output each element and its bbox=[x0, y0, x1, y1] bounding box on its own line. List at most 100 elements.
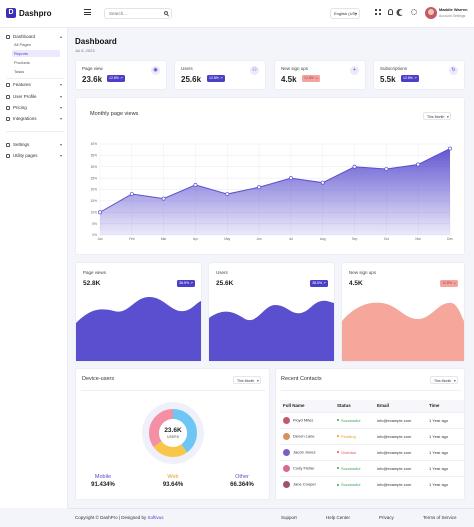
stat-value: 25.6k bbox=[181, 75, 202, 84]
table-row[interactable]: Cody Fisher Successful info@example.com 1 Y… bbox=[280, 459, 464, 476]
footer-brand-link[interactable]: Softivus bbox=[147, 515, 164, 520]
data-point[interactable] bbox=[193, 182, 198, 187]
gear-icon[interactable] bbox=[411, 9, 417, 15]
contact-name: Floyd Miles bbox=[293, 417, 314, 423]
table-row[interactable]: Jacob Jones Overdue info@example.com 1 Year… bbox=[280, 443, 464, 460]
data-point[interactable] bbox=[98, 210, 102, 215]
contact-status-cell: Successful bbox=[334, 475, 374, 492]
sidebar-divider bbox=[6, 78, 64, 79]
data-point[interactable] bbox=[448, 146, 452, 151]
period-dropdown[interactable]: This Month bbox=[430, 376, 459, 385]
chevron-down-icon: ▾ bbox=[59, 153, 62, 158]
footer-link-support[interactable]: Support bbox=[281, 515, 297, 520]
eye-icon: ◉ bbox=[151, 66, 160, 75]
x-tick-label: May bbox=[224, 237, 230, 241]
donut-slice-other[interactable] bbox=[149, 409, 197, 457]
table-row[interactable]: Devon Lane Pending info@example.com 1 Year … bbox=[280, 427, 464, 444]
table-row[interactable]: Floyd Miles Successful info@example.com 1 Y… bbox=[280, 411, 464, 428]
table-header-row: Full Name Status Email Time bbox=[280, 400, 464, 412]
footer: Copyright © DashPro | Designed by Softiv… bbox=[68, 508, 474, 527]
contact-name: Cody Fisher bbox=[293, 465, 315, 471]
contact-name: Jane Cooper bbox=[293, 481, 316, 487]
sidebar-item-settings[interactable]: Settings ▾ bbox=[6, 140, 64, 149]
contact-email[interactable]: info@example.com bbox=[374, 475, 426, 492]
trend-badge: 38.5% ↗ bbox=[310, 280, 328, 287]
data-point[interactable] bbox=[352, 164, 357, 169]
sidebar-item-dashboard[interactable]: Dashboard ▴ bbox=[6, 32, 64, 41]
sidebar-item-label: User Profile bbox=[13, 94, 37, 99]
contact-status: Successful bbox=[341, 417, 361, 423]
apps-grid-icon[interactable] bbox=[375, 9, 381, 15]
footer-link-terms[interactable]: Terms of Service bbox=[423, 515, 457, 520]
device-users-card: Device-users This Month 23.6K USERS Mobi… bbox=[75, 368, 270, 500]
sidebar-sub-tasks[interactable]: Tasks bbox=[14, 69, 25, 74]
sidebar-item-label: Utility pages bbox=[13, 153, 38, 158]
x-tick-label: Dec bbox=[447, 237, 453, 241]
contact-avatar bbox=[283, 448, 290, 456]
y-tick-label: 0% bbox=[92, 233, 97, 237]
contact-name-cell: Jacob Jones bbox=[280, 443, 334, 460]
trend-badge: 12.8% ↘ bbox=[302, 75, 320, 82]
stat-label: Page view bbox=[82, 66, 103, 71]
contact-status-cell: Pending bbox=[334, 427, 374, 444]
data-point[interactable] bbox=[384, 167, 389, 171]
sidebar-item-integrations[interactable]: Integrations ▾ bbox=[6, 114, 64, 123]
status-dot-icon bbox=[337, 483, 339, 486]
sidebar-sub-products[interactable]: Products bbox=[14, 60, 30, 65]
search-input[interactable] bbox=[105, 9, 159, 18]
contact-status: Successful bbox=[341, 465, 361, 471]
logo-text: Dashpro bbox=[19, 8, 52, 18]
y-tick-label: 35% bbox=[91, 154, 98, 158]
home-icon bbox=[6, 34, 10, 39]
contact-name-cell: Cody Fisher bbox=[280, 459, 334, 476]
users-icon: ⚇ bbox=[250, 66, 259, 75]
contact-avatar bbox=[283, 432, 290, 440]
sidebar-item-user-profile[interactable]: User Profile ▾ bbox=[6, 92, 64, 101]
data-point[interactable] bbox=[257, 185, 262, 190]
contact-avatar bbox=[283, 464, 290, 472]
plus-icon: + bbox=[350, 66, 359, 75]
hamburger-menu-icon[interactable] bbox=[84, 9, 91, 15]
table-row[interactable]: Jane Cooper Successful info@example.com 1 Y… bbox=[280, 475, 464, 492]
contact-email[interactable]: info@example.com bbox=[374, 427, 426, 444]
stat-card-subscriptions: Subscriptions 5.5k 12.8% ↗ ↻ bbox=[373, 60, 465, 90]
sidebar-item-pricing[interactable]: Pricing ▾ bbox=[6, 103, 64, 112]
period-dropdown[interactable]: This Month bbox=[233, 376, 262, 385]
contact-name: Jacob Jones bbox=[293, 449, 316, 455]
device-donut-chart bbox=[142, 402, 204, 464]
moon-icon[interactable] bbox=[399, 10, 404, 15]
logo[interactable]: D Dashpro bbox=[6, 8, 51, 18]
sidebar-sub-all-pages[interactable]: All Pages bbox=[14, 42, 31, 47]
user-avatar[interactable] bbox=[425, 7, 437, 19]
bell-icon[interactable] bbox=[388, 9, 393, 15]
footer-link-help-center[interactable]: Help Center bbox=[326, 515, 351, 520]
contact-email[interactable]: info@example.com bbox=[374, 443, 426, 460]
donut-center-label: USERS bbox=[166, 435, 180, 439]
mini-value: 4.5K bbox=[349, 280, 363, 287]
data-point[interactable] bbox=[161, 196, 166, 201]
sidebar-item-utility-pages[interactable]: Utility pages ▾ bbox=[6, 151, 64, 160]
data-point[interactable] bbox=[320, 180, 325, 185]
footer-link-privacy[interactable]: Privacy bbox=[379, 515, 394, 520]
period-dropdown[interactable]: This Month bbox=[423, 112, 452, 121]
data-point[interactable] bbox=[288, 176, 293, 181]
page-date: Jul 6, 2023 bbox=[75, 48, 95, 53]
mini-label: Page views bbox=[83, 270, 107, 275]
copyright-text: Copyright © DashPro | Designed by bbox=[75, 515, 147, 520]
contact-email[interactable]: info@example.com bbox=[374, 459, 426, 476]
data-point[interactable] bbox=[129, 192, 134, 197]
search-icon[interactable] bbox=[164, 11, 168, 15]
x-tick-label: Nov bbox=[415, 237, 421, 241]
footer-copyright: Copyright © DashPro | Designed by Softiv… bbox=[75, 515, 164, 520]
sidebar-item-features[interactable]: Features ▾ bbox=[6, 80, 64, 89]
language-select[interactable]: English (US) bbox=[330, 8, 360, 19]
user-name[interactable]: Maddie Warren bbox=[439, 7, 468, 12]
data-point[interactable] bbox=[225, 192, 230, 197]
donut-slice-web[interactable] bbox=[149, 409, 197, 457]
sidebar-sub-reports[interactable]: Reports bbox=[12, 50, 60, 57]
data-point[interactable] bbox=[416, 162, 421, 167]
contacts-table: Full Name Status Email Time Floyd Miles S… bbox=[280, 400, 464, 492]
column-header: Email bbox=[374, 400, 426, 412]
utility-icon bbox=[6, 153, 10, 158]
contact-email[interactable]: info@example.com bbox=[374, 411, 426, 428]
